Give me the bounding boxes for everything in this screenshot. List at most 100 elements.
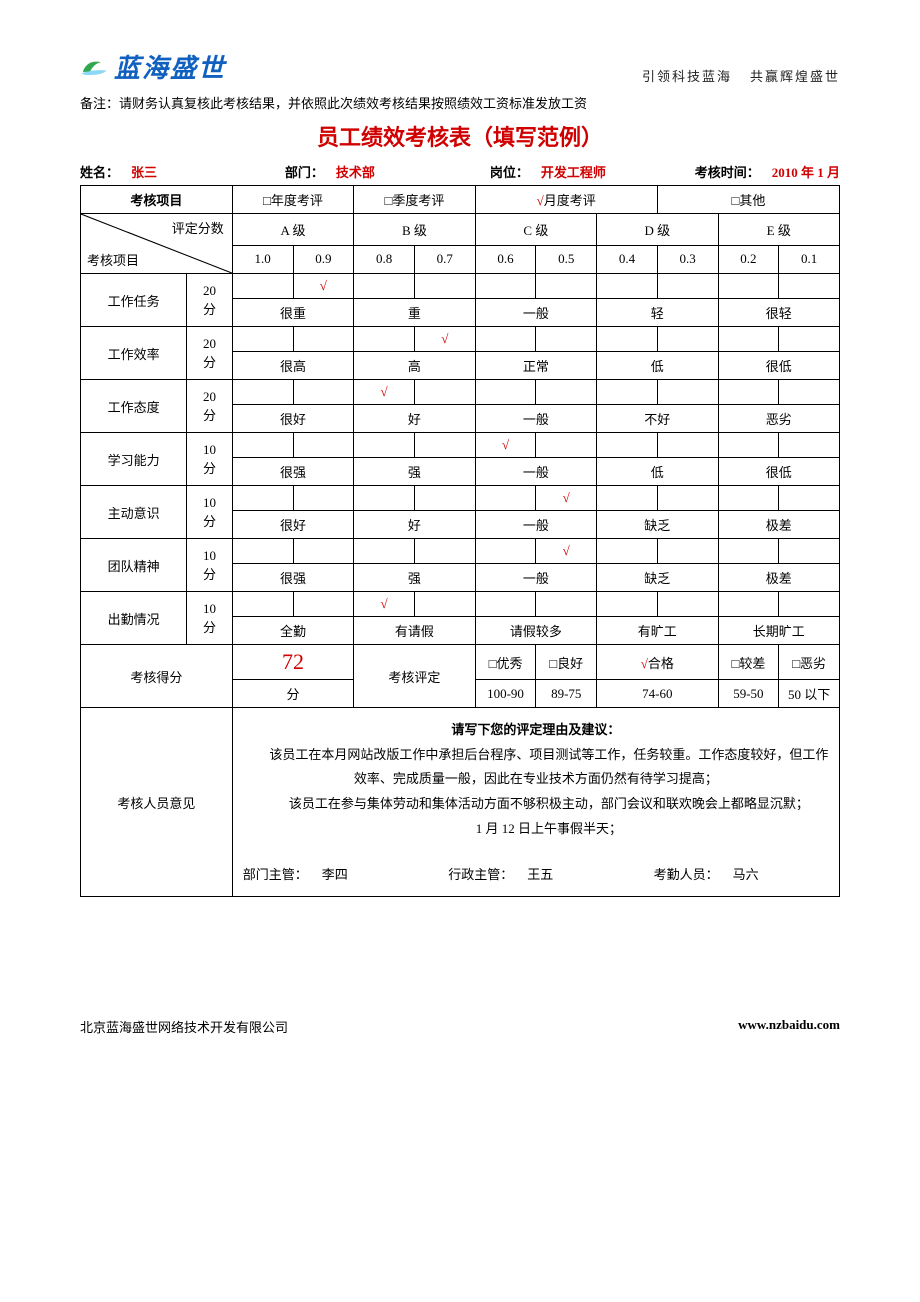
company-logo: 蓝海盛世 [80,48,226,85]
score-cell[interactable] [354,433,415,458]
score-cell[interactable] [475,592,536,617]
score-cell[interactable] [657,327,718,352]
score-cell[interactable] [414,486,475,511]
score-cell[interactable] [657,539,718,564]
score-cell[interactable] [657,380,718,405]
assessment-table: 考核项目 □年度考评 □季度考评 √月度考评 □其他 评定分数 考核项目 A 级… [80,185,840,897]
score-cell[interactable] [232,274,293,299]
score-cell[interactable] [657,433,718,458]
score-cell[interactable] [779,592,840,617]
score-cell[interactable]: √ [475,433,536,458]
score-cell[interactable] [293,433,354,458]
criterion-desc: 很低 [718,458,839,486]
form-title: 员工绩效考核表（填写范例） [80,120,840,152]
score-cell[interactable] [354,539,415,564]
score-cell[interactable] [293,380,354,405]
score-cell[interactable] [597,274,658,299]
rating-option[interactable]: √合格 [597,645,718,680]
finance-note: 备注：请财务认真复核此考核结果，并依照此次绩效考核结果按照绩效工资标准发放工资 [80,93,840,112]
score-cell[interactable] [597,486,658,511]
criterion-check-row: 出勤情况10分√ [81,592,840,617]
score-cell[interactable] [475,274,536,299]
score-cell[interactable] [597,380,658,405]
rating-option[interactable]: □较差 [718,645,779,680]
score-cell[interactable] [293,539,354,564]
score-cell[interactable] [354,274,415,299]
grade-level: B 级 [354,214,475,246]
score-cell[interactable] [414,433,475,458]
score-cell[interactable] [718,539,779,564]
assess-type-option[interactable]: □其他 [657,186,839,214]
score-cell[interactable] [414,592,475,617]
score-cell[interactable] [232,380,293,405]
score-cell[interactable] [718,327,779,352]
rating-option[interactable]: □优秀 [475,645,536,680]
grade-score: 0.6 [475,245,536,273]
score-cell[interactable] [597,539,658,564]
score-cell[interactable] [597,433,658,458]
score-cell[interactable] [657,274,718,299]
score-cell[interactable]: √ [293,274,354,299]
score-cell[interactable] [597,592,658,617]
score-cell[interactable]: √ [354,380,415,405]
score-cell[interactable] [718,592,779,617]
score-cell[interactable] [597,327,658,352]
score-cell[interactable] [779,380,840,405]
score-cell[interactable] [414,274,475,299]
score-label: 考核得分 [81,645,233,708]
score-cell[interactable] [779,433,840,458]
criterion-desc: 很好 [232,405,353,433]
score-cell[interactable] [232,592,293,617]
score-cell[interactable] [657,592,718,617]
score-cell[interactable] [779,274,840,299]
score-cell[interactable]: √ [536,539,597,564]
assess-type-option[interactable]: □年度考评 [232,186,353,214]
score-cell[interactable] [779,539,840,564]
post-label: 岗位： [490,165,529,180]
score-cell[interactable] [536,592,597,617]
score-cell[interactable]: √ [536,486,597,511]
score-cell[interactable] [718,486,779,511]
score-cell[interactable] [536,380,597,405]
score-cell[interactable] [232,486,293,511]
score-cell[interactable] [475,539,536,564]
score-cell[interactable] [536,327,597,352]
score-cell[interactable] [718,433,779,458]
score-cell[interactable] [718,274,779,299]
score-cell[interactable] [536,274,597,299]
score-cell[interactable] [414,380,475,405]
score-cell[interactable] [293,486,354,511]
grade-score: 0.2 [718,245,779,273]
score-cell[interactable] [354,486,415,511]
check-icon: √ [563,543,570,558]
score-cell[interactable] [475,486,536,511]
rating-option[interactable]: □良好 [536,645,597,680]
score-cell[interactable] [354,327,415,352]
score-cell[interactable] [475,327,536,352]
score-cell[interactable]: √ [414,327,475,352]
criterion-points: 10分 [187,486,233,539]
logo-text: 蓝海盛世 [114,48,226,85]
criterion-points: 20分 [187,380,233,433]
assess-type-option[interactable]: √月度考评 [475,186,657,214]
score-cell[interactable]: √ [354,592,415,617]
criterion-desc: 重 [354,299,475,327]
score-cell[interactable] [657,486,718,511]
score-cell[interactable] [232,433,293,458]
score-cell[interactable] [718,380,779,405]
criterion-desc: 很轻 [718,299,839,327]
score-cell[interactable] [232,539,293,564]
assess-type-option[interactable]: □季度考评 [354,186,475,214]
criterion-desc: 很强 [232,458,353,486]
score-cell[interactable] [779,486,840,511]
score-cell[interactable] [536,433,597,458]
score-cell[interactable] [475,380,536,405]
score-cell[interactable] [414,539,475,564]
score-cell[interactable] [293,327,354,352]
rating-option[interactable]: □恶劣 [779,645,840,680]
score-cell[interactable] [779,327,840,352]
score-cell[interactable] [293,592,354,617]
signatures-row: 部门主管：李四 行政主管：王五 考勤人员：马六 [243,863,829,888]
score-cell[interactable] [232,327,293,352]
criterion-name: 学习能力 [81,433,187,486]
